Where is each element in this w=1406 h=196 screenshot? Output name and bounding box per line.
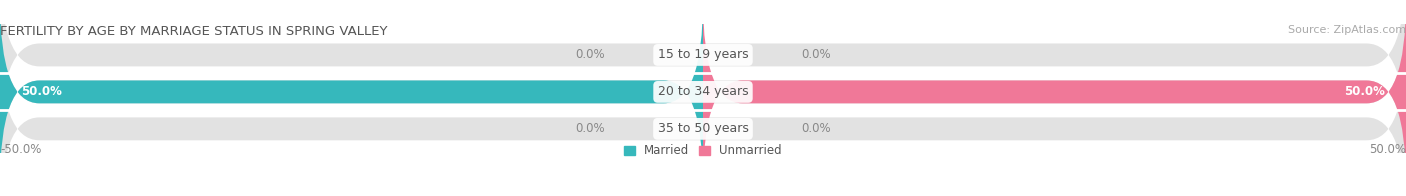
- Legend: Married, Unmarried: Married, Unmarried: [624, 144, 782, 157]
- Text: 50.0%: 50.0%: [1344, 85, 1385, 98]
- Text: 35 to 50 years: 35 to 50 years: [658, 122, 748, 135]
- FancyBboxPatch shape: [703, 0, 1406, 184]
- Text: 0.0%: 0.0%: [801, 48, 831, 61]
- Text: -50.0%: -50.0%: [0, 143, 41, 156]
- Text: 0.0%: 0.0%: [801, 122, 831, 135]
- FancyBboxPatch shape: [0, 0, 703, 184]
- FancyBboxPatch shape: [0, 0, 1406, 184]
- FancyBboxPatch shape: [0, 37, 1406, 196]
- FancyBboxPatch shape: [0, 0, 1406, 147]
- Text: 20 to 34 years: 20 to 34 years: [658, 85, 748, 98]
- Text: 15 to 19 years: 15 to 19 years: [658, 48, 748, 61]
- Text: 0.0%: 0.0%: [575, 48, 605, 61]
- Text: Source: ZipAtlas.com: Source: ZipAtlas.com: [1288, 25, 1406, 35]
- Text: 50.0%: 50.0%: [21, 85, 62, 98]
- Text: FERTILITY BY AGE BY MARRIAGE STATUS IN SPRING VALLEY: FERTILITY BY AGE BY MARRIAGE STATUS IN S…: [0, 25, 388, 38]
- Text: 0.0%: 0.0%: [575, 122, 605, 135]
- Text: 50.0%: 50.0%: [1369, 143, 1406, 156]
